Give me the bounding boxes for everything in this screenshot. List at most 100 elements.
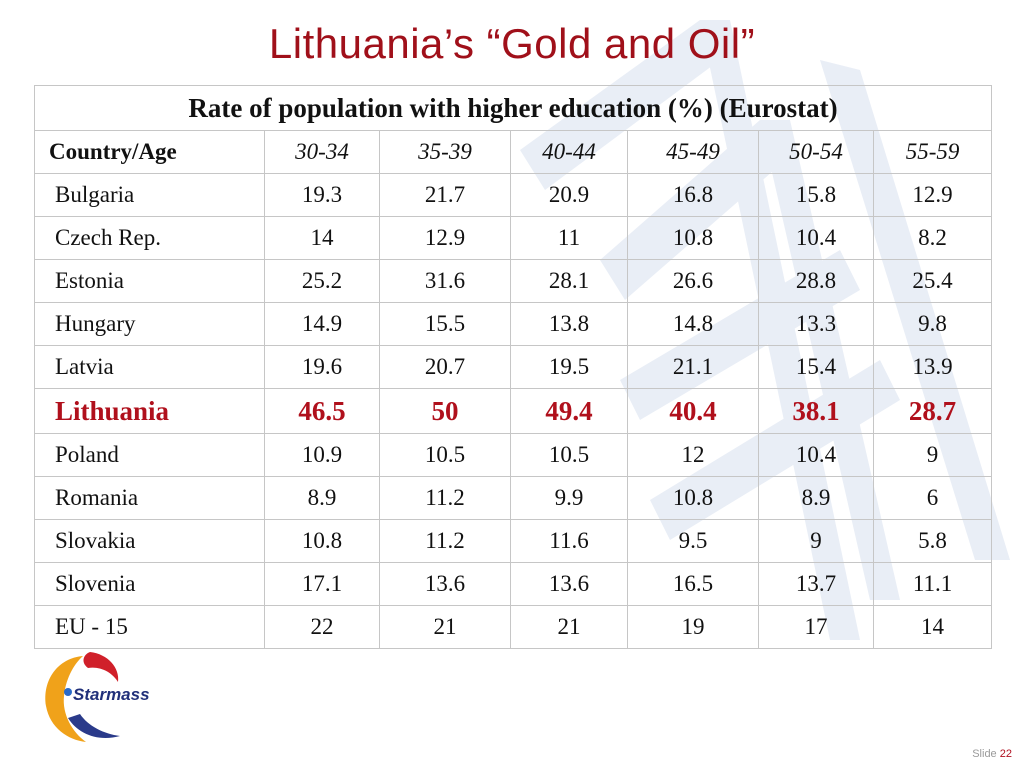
country-cell: Romania (34, 476, 265, 520)
table-header-row: Country/Age 30-34 35-39 40-44 45-49 50-5… (34, 130, 993, 174)
column-header-age: 45-49 (627, 130, 759, 174)
country-cell: Slovenia (34, 562, 265, 606)
column-header-age: 55-59 (872, 130, 993, 174)
value-cell: 14 (872, 605, 993, 649)
value-cell: 11.6 (510, 519, 628, 563)
value-cell: 14.8 (627, 302, 759, 346)
country-cell: Czech Rep. (34, 216, 265, 260)
value-cell: 19.5 (510, 345, 628, 389)
value-cell: 15.8 (758, 173, 874, 217)
table-caption: Rate of population with higher education… (33, 85, 993, 131)
value-cell: 10.5 (379, 433, 511, 477)
value-cell: 11.1 (872, 562, 993, 606)
value-cell: 28.1 (510, 259, 628, 303)
logo-text: Starmass (73, 685, 150, 704)
country-cell: EU - 15 (34, 605, 265, 649)
value-cell: 10.4 (758, 433, 874, 477)
table-row: EU - 15 22 21 21 19 17 14 (34, 605, 993, 649)
value-cell: 15.4 (758, 345, 874, 389)
value-cell: 21 (379, 605, 511, 649)
slide-title: Lithuania’s “Gold and Oil” (268, 20, 756, 67)
slide-number-value: 22 (999, 748, 1012, 760)
value-cell: 17 (758, 605, 874, 649)
slide-number: Slide 22 (972, 748, 1012, 760)
value-cell: 49.4 (510, 388, 628, 434)
value-cell: 9.5 (627, 519, 759, 563)
country-cell: Hungary (34, 302, 265, 346)
value-cell: 17.1 (264, 562, 380, 606)
value-cell: 11 (510, 216, 628, 260)
value-cell: 9.9 (510, 476, 628, 520)
value-cell: 22 (264, 605, 380, 649)
value-cell: 10.5 (510, 433, 628, 477)
country-cell: Lithuania (34, 388, 265, 434)
country-cell: Latvia (34, 345, 265, 389)
value-cell: 10.9 (264, 433, 380, 477)
value-cell: 10.8 (627, 476, 759, 520)
value-cell: 16.8 (627, 173, 759, 217)
education-table: Rate of population with higher education… (33, 85, 993, 649)
column-header-age: 30-34 (264, 130, 380, 174)
table-row: Romania 8.9 11.2 9.9 10.8 8.9 6 (34, 476, 993, 520)
value-cell: 13.6 (379, 562, 511, 606)
value-cell: 9 (758, 519, 874, 563)
column-header-country-age: Country/Age (34, 130, 265, 174)
starmass-logo-icon (45, 652, 120, 742)
value-cell: 28.8 (758, 259, 874, 303)
country-cell: Bulgaria (34, 173, 265, 217)
value-cell: 21.7 (379, 173, 511, 217)
value-cell: 8.9 (758, 476, 874, 520)
value-cell: 12.9 (379, 216, 511, 260)
table-row: Bulgaria 19.3 21.7 20.9 16.8 15.8 12.9 (34, 173, 993, 217)
table-row: Slovenia 17.1 13.6 13.6 16.5 13.7 11.1 (34, 562, 993, 606)
value-cell: 31.6 (379, 259, 511, 303)
value-cell: 15.5 (379, 302, 511, 346)
country-cell: Estonia (34, 259, 265, 303)
table-row: Poland 10.9 10.5 10.5 12 10.4 9 (34, 433, 993, 477)
value-cell: 25.4 (872, 259, 993, 303)
value-cell: 19.6 (264, 345, 380, 389)
value-cell: 8.9 (264, 476, 380, 520)
table-caption-row: Rate of population with higher education… (33, 85, 993, 131)
value-cell: 28.7 (872, 388, 993, 434)
value-cell: 21.1 (627, 345, 759, 389)
value-cell: 25.2 (264, 259, 380, 303)
slide-label: Slide (972, 748, 997, 760)
value-cell: 21 (510, 605, 628, 649)
value-cell: 13.8 (510, 302, 628, 346)
value-cell: 46.5 (264, 388, 380, 434)
value-cell: 20.7 (379, 345, 511, 389)
column-header-age: 50-54 (758, 130, 874, 174)
value-cell: 20.9 (510, 173, 628, 217)
column-header-age: 35-39 (379, 130, 511, 174)
column-header-age: 40-44 (510, 130, 628, 174)
value-cell: 10.4 (758, 216, 874, 260)
table-row: Latvia 19.6 20.7 19.5 21.1 15.4 13.9 (34, 345, 993, 389)
value-cell: 9.8 (872, 302, 993, 346)
value-cell: 11.2 (379, 476, 511, 520)
value-cell: 40.4 (627, 388, 759, 434)
value-cell: 12 (627, 433, 759, 477)
value-cell: 38.1 (758, 388, 874, 434)
value-cell: 13.7 (758, 562, 874, 606)
value-cell: 13.3 (758, 302, 874, 346)
value-cell: 6 (872, 476, 993, 520)
value-cell: 13.6 (510, 562, 628, 606)
value-cell: 10.8 (264, 519, 380, 563)
value-cell: 13.9 (872, 345, 993, 389)
table-row: Hungary 14.9 15.5 13.8 14.8 13.3 9.8 (34, 302, 993, 346)
value-cell: 11.2 (379, 519, 511, 563)
table-row: Estonia 25.2 31.6 28.1 26.6 28.8 25.4 (34, 259, 993, 303)
value-cell: 9 (872, 433, 993, 477)
value-cell: 19 (627, 605, 759, 649)
table-row: Czech Rep. 14 12.9 11 10.8 10.4 8.2 (34, 216, 993, 260)
value-cell: 8.2 (872, 216, 993, 260)
table-row: Slovakia 10.8 11.2 11.6 9.5 9 5.8 (34, 519, 993, 563)
value-cell: 5.8 (872, 519, 993, 563)
country-cell: Slovakia (34, 519, 265, 563)
value-cell: 10.8 (627, 216, 759, 260)
value-cell: 26.6 (627, 259, 759, 303)
value-cell: 12.9 (872, 173, 993, 217)
value-cell: 16.5 (627, 562, 759, 606)
value-cell: 14 (264, 216, 380, 260)
